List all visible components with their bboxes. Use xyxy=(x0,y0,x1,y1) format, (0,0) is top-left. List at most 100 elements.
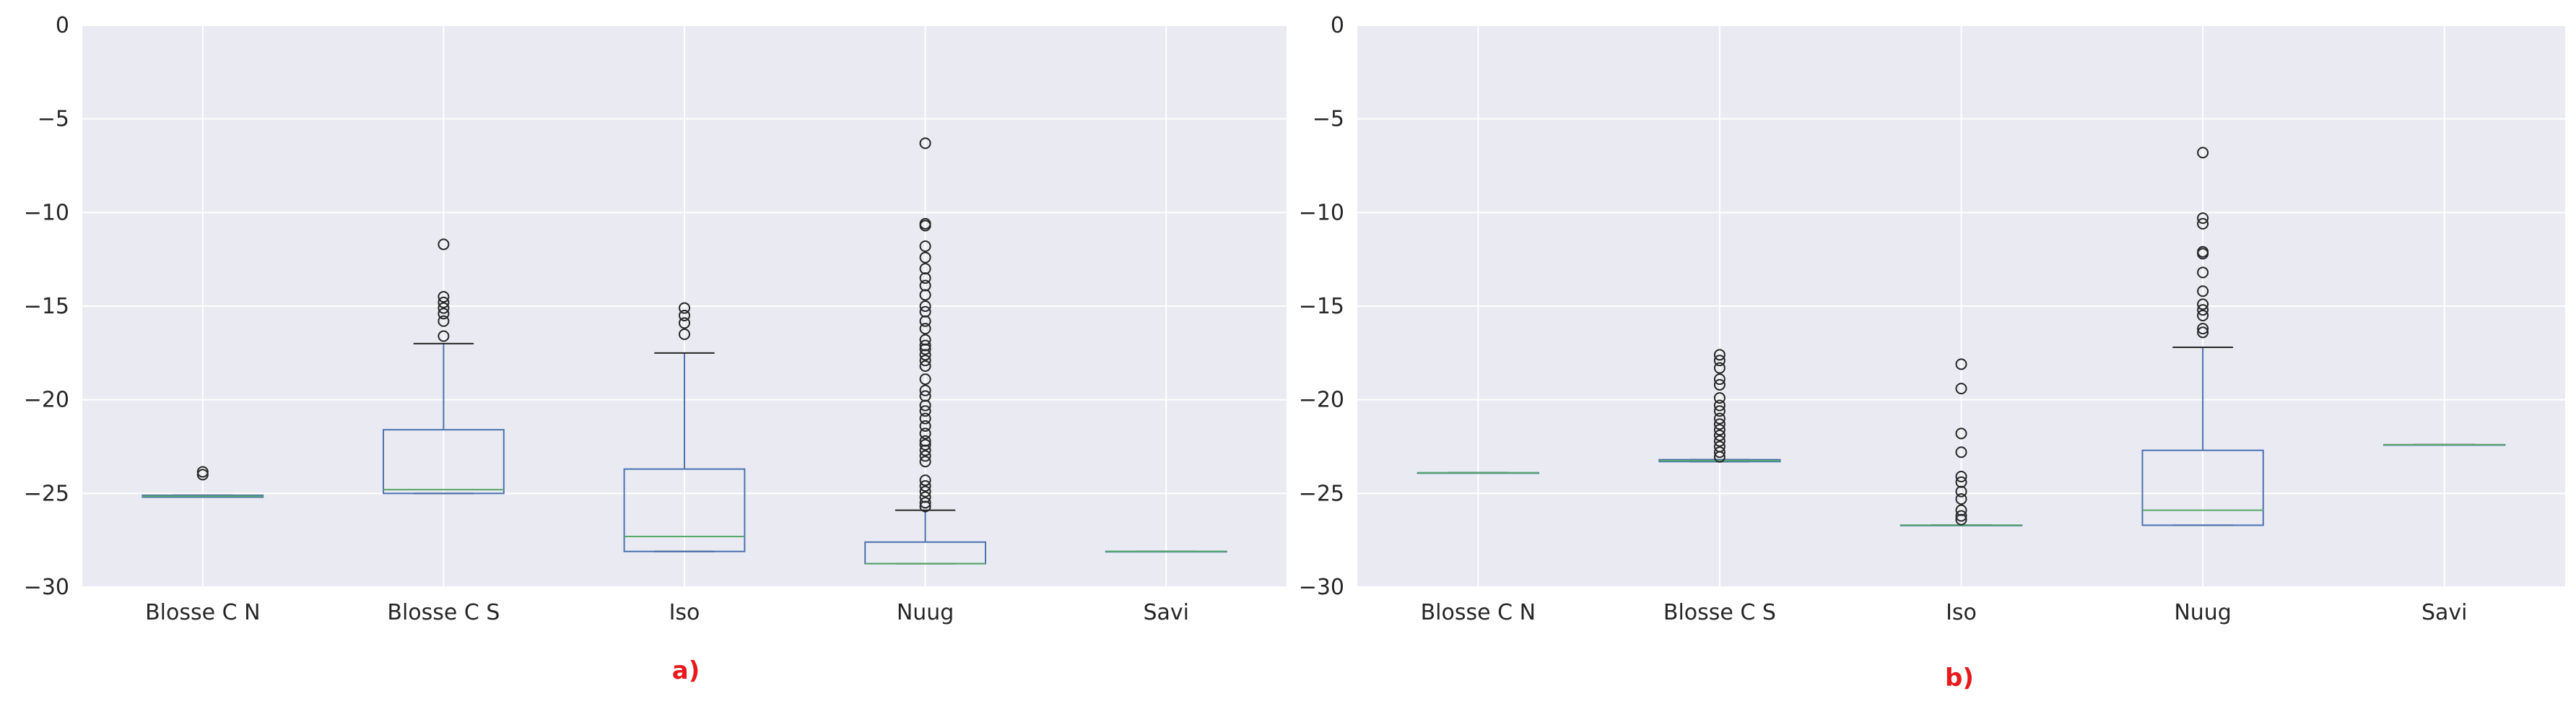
outlier-point xyxy=(1955,358,1967,370)
outlier-point xyxy=(438,238,450,251)
boxplot-panel-b: 0 −5 −10 −15 −20 −25 −30 Blosse C N Blosse C S Is… xyxy=(1299,13,2565,692)
outlier-point xyxy=(1713,373,1726,386)
outlier-point xyxy=(919,479,931,492)
outlier-point xyxy=(1955,504,1967,516)
outlier-point xyxy=(919,491,931,503)
outlier-point xyxy=(1713,435,1726,447)
outlier-point xyxy=(196,466,209,478)
outlier-point xyxy=(919,399,931,412)
outlier-point xyxy=(679,302,690,314)
outlier-point xyxy=(919,355,931,367)
outlier-point xyxy=(919,427,931,440)
x-tick-label: Nuug xyxy=(897,600,954,625)
outlier-point xyxy=(1713,412,1726,425)
outlier-point xyxy=(919,305,931,318)
outlier-point xyxy=(919,251,931,264)
outlier-point xyxy=(1713,418,1726,430)
x-tick-label: Blosse C S xyxy=(1663,600,1776,625)
outlier-point xyxy=(919,349,931,361)
outlier-point xyxy=(438,291,450,303)
outlier-point xyxy=(438,308,450,320)
outlier-point xyxy=(1955,476,1967,488)
outlier-point xyxy=(919,315,931,327)
y-tick-label: −5 xyxy=(38,107,69,132)
outlier-point xyxy=(2197,147,2209,159)
box-blosse-c-n xyxy=(142,466,264,498)
outlier-point xyxy=(919,384,931,396)
outlier-point xyxy=(2197,212,2209,225)
iqr-box xyxy=(2141,449,2264,526)
outlier-point xyxy=(1955,470,1967,482)
y-tick-label: −30 xyxy=(24,575,69,600)
y-tick-label: 0 xyxy=(1331,13,1344,38)
outlier-point xyxy=(679,317,690,329)
y-tick-label: −10 xyxy=(24,200,69,225)
box-blosse-c-n xyxy=(1417,472,1539,474)
outlier-point xyxy=(196,469,209,481)
box-iso xyxy=(1900,358,2023,526)
outlier-point xyxy=(1955,427,1967,440)
outlier-point xyxy=(919,438,931,451)
outlier-point xyxy=(2197,323,2209,335)
box-iso xyxy=(623,302,746,552)
y-tick-label: −10 xyxy=(1299,200,1344,225)
x-tick-label: Blosse C N xyxy=(1421,600,1536,625)
iqr-box xyxy=(623,468,746,552)
iqr-box xyxy=(383,429,505,495)
outlier-point xyxy=(1713,378,1726,391)
box-blosse-c-s xyxy=(1658,349,1781,463)
outlier-point xyxy=(1713,429,1726,441)
y-tick-label: −20 xyxy=(1299,388,1344,413)
outlier-point xyxy=(919,334,931,346)
outlier-point xyxy=(919,435,931,447)
outlier-point xyxy=(919,220,931,232)
x-tick-label: Nuug xyxy=(2174,600,2232,625)
y-tick-label: −25 xyxy=(1299,481,1344,506)
outlier-point xyxy=(919,360,931,372)
y-tick-label: −30 xyxy=(1299,575,1344,600)
box-nuug xyxy=(864,137,986,565)
outlier-point xyxy=(919,137,931,149)
boxplot-panel-a: 0 −5 −10 −15 −20 −25 −30 Blosse C N Blosse C S Is… xyxy=(24,13,1287,685)
outlier-point xyxy=(1713,405,1726,417)
outlier-point xyxy=(919,263,931,275)
x-tick-label: Blosse C N xyxy=(145,600,260,625)
outlier-point xyxy=(1713,392,1726,404)
outlier-point xyxy=(1955,446,1967,459)
outlier-point xyxy=(2197,248,2209,260)
x-tick-label: Iso xyxy=(669,600,700,625)
panel-caption-a: a) xyxy=(672,656,700,685)
outlier-point xyxy=(919,390,931,402)
outlier-point xyxy=(919,323,931,335)
x-tick-label: Savi xyxy=(1143,600,1189,625)
outlier-point xyxy=(438,296,450,308)
y-tick-label: 0 xyxy=(56,13,69,38)
outlier-point xyxy=(1955,510,1967,522)
outlier-point xyxy=(919,373,931,386)
outlier-point xyxy=(438,315,450,327)
outlier-point xyxy=(1955,493,1967,505)
outlier-point xyxy=(1955,513,1967,526)
outlier-point xyxy=(919,456,931,468)
box-savi xyxy=(2383,443,2506,446)
outlier-point xyxy=(2197,309,2209,321)
outlier-point xyxy=(919,289,931,301)
y-tick-label: −20 xyxy=(24,388,69,413)
outlier-point xyxy=(1713,349,1726,361)
outlier-point xyxy=(438,330,450,342)
box-blosse-c-s xyxy=(383,238,505,495)
outlier-point xyxy=(919,450,931,462)
outlier-point xyxy=(1713,446,1726,459)
outlier-point xyxy=(919,272,931,284)
outlier-point xyxy=(919,497,931,509)
x-tick-label: Blosse C S xyxy=(387,600,500,625)
outlier-point xyxy=(919,485,931,497)
outlier-point xyxy=(919,500,931,513)
y-tick-label: −5 xyxy=(1313,107,1344,132)
outlier-point xyxy=(919,339,931,352)
outlier-point xyxy=(1955,485,1967,497)
outlier-point xyxy=(919,412,931,425)
y-tick-label: −15 xyxy=(1299,294,1344,319)
outlier-point xyxy=(1713,451,1726,463)
outlier-point xyxy=(1713,399,1726,412)
